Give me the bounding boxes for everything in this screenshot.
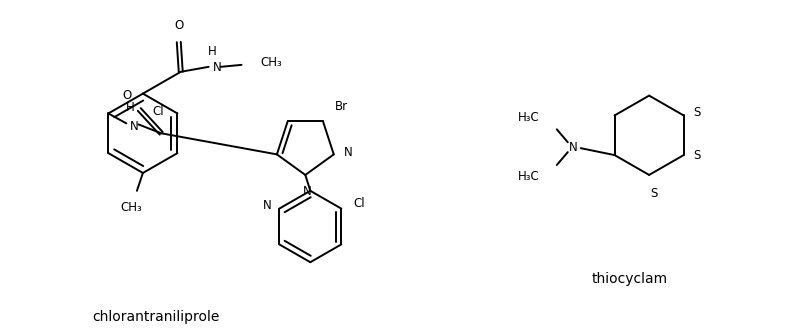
Text: Cl: Cl: [354, 197, 365, 210]
Text: N: N: [303, 185, 312, 198]
Text: S: S: [694, 106, 701, 119]
Text: O: O: [122, 88, 131, 102]
Text: H: H: [208, 45, 217, 58]
Text: N: N: [262, 199, 271, 212]
Text: chlorantraniliprole: chlorantraniliprole: [92, 310, 219, 324]
Text: CH₃: CH₃: [261, 56, 282, 69]
Text: S: S: [694, 149, 701, 161]
Text: thiocyclam: thiocyclam: [591, 272, 667, 286]
Text: H: H: [126, 102, 134, 115]
Text: S: S: [650, 187, 658, 200]
Text: CH₃: CH₃: [120, 201, 142, 214]
Text: H₃C: H₃C: [518, 111, 540, 124]
Text: N: N: [568, 141, 577, 154]
Text: O: O: [174, 19, 183, 32]
Text: H₃C: H₃C: [518, 171, 540, 184]
Text: N: N: [130, 120, 139, 133]
Text: Cl: Cl: [153, 105, 165, 118]
Text: Br: Br: [335, 100, 348, 113]
Text: N: N: [213, 61, 222, 74]
Text: N: N: [344, 146, 353, 159]
